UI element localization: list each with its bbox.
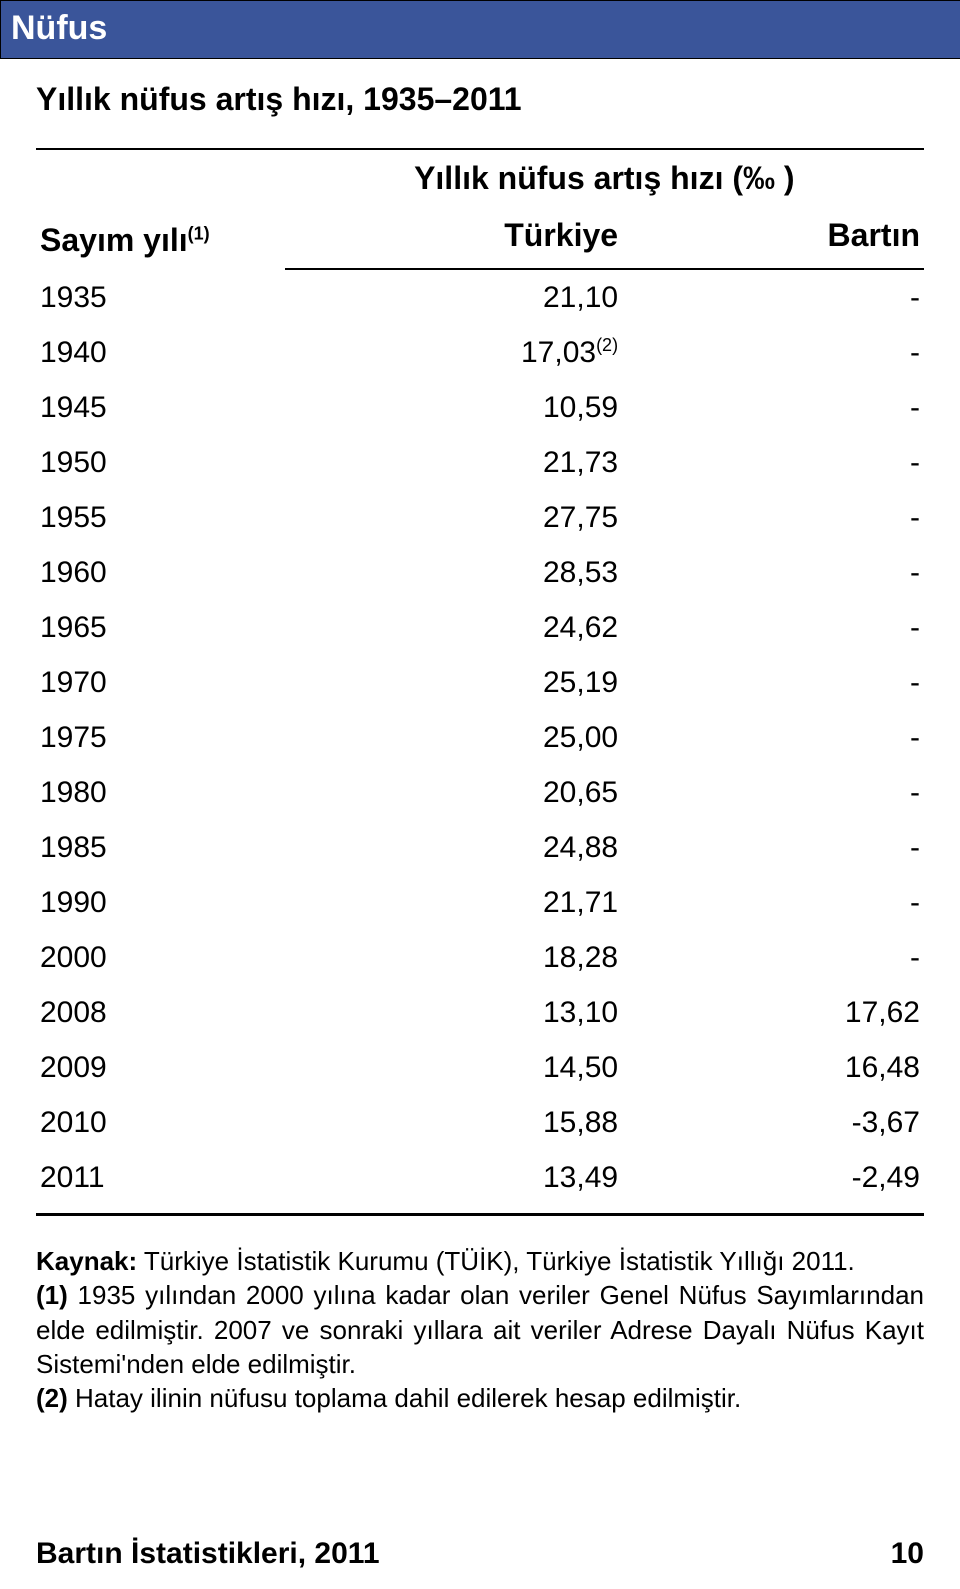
cell-year: 2000 (36, 930, 285, 985)
cell-year: 1980 (36, 765, 285, 820)
table-row: 1975 25,00 - (36, 710, 924, 765)
cell-bt: - (622, 600, 924, 655)
note2-label: (2) (36, 1383, 68, 1413)
source-text: Türkiye İstatistik Kurumu (TÜİK), Türkiy… (137, 1246, 855, 1276)
table-row: 2010 15,88 -3,67 (36, 1095, 924, 1150)
cell-tr: 10,59 (543, 391, 618, 424)
cell-bt: - (622, 930, 924, 985)
cell-bt: - (622, 875, 924, 930)
section-header: Nüfus (0, 0, 960, 59)
cell-bt: - (622, 490, 924, 545)
table-row: 1965 24,62 - (36, 600, 924, 655)
cell-tr: 25,19 (543, 666, 618, 699)
cell-year: 2008 (36, 985, 285, 1040)
table-row: 1945 10,59 - (36, 380, 924, 435)
cell-year: 2011 (36, 1150, 285, 1211)
cell-bt: - (622, 765, 924, 820)
note2-text: Hatay ilinin nüfusu toplama dahil ediler… (68, 1383, 741, 1413)
cell-year: 1990 (36, 875, 285, 930)
col-year-label: Sayım yılı (40, 222, 188, 258)
note1-label: (1) (36, 1280, 68, 1310)
cell-bt: - (622, 545, 924, 600)
cell-year: 1970 (36, 655, 285, 710)
cell-bt: - (622, 820, 924, 875)
cell-tr: 27,75 (543, 501, 618, 534)
metric-header: Yıllık nüfus artış hızı (‰ ) (285, 149, 924, 207)
cell-tr: 21,71 (543, 886, 618, 919)
table-row: 1970 25,19 - (36, 655, 924, 710)
table-row: 2008 13,10 17,62 (36, 985, 924, 1040)
table-row: 1980 20,65 - (36, 765, 924, 820)
table-title: Yıllık nüfus artış hızı, 1935–2011 (36, 81, 924, 118)
note1-text: 1935 yılından 2000 yılına kadar olan ver… (36, 1280, 924, 1379)
cell-bt: 17,62 (622, 985, 924, 1040)
cell-tr: 24,88 (543, 831, 618, 864)
cell-tr: 28,53 (543, 556, 618, 589)
table-row: 1950 21,73 - (36, 435, 924, 490)
table-row: 1935 21,10 - (36, 269, 924, 325)
col-bartin-label: Bartın (622, 207, 924, 269)
cell-year: 2009 (36, 1040, 285, 1095)
cell-year: 1975 (36, 710, 285, 765)
table-row: 1990 21,71 - (36, 875, 924, 930)
cell-year: 1965 (36, 600, 285, 655)
cell-year: 1940 (36, 325, 285, 380)
table-row: 2011 13,49 -2,49 (36, 1150, 924, 1211)
cell-bt: - (622, 435, 924, 490)
cell-bt: - (622, 325, 924, 380)
cell-bt: -2,49 (622, 1150, 924, 1211)
cell-bt: - (622, 710, 924, 765)
table-row: 1940 17,03(2) - (36, 325, 924, 380)
footer-page-number: 10 (891, 1537, 924, 1571)
cell-bt: 16,48 (622, 1040, 924, 1095)
cell-bt: - (622, 269, 924, 325)
cell-tr: 13,10 (543, 996, 618, 1029)
table-row: 1955 27,75 - (36, 490, 924, 545)
cell-bt: - (622, 655, 924, 710)
footer-left: Bartın İstatistikleri, 2011 (36, 1537, 380, 1571)
cell-year: 1985 (36, 820, 285, 875)
table-row: 1960 28,53 - (36, 545, 924, 600)
table-bottom-rule (36, 1213, 924, 1216)
source-label: Kaynak: (36, 1246, 137, 1276)
cell-year: 1955 (36, 490, 285, 545)
population-table: Sayım yılı(1) Yıllık nüfus artış hızı (‰… (36, 148, 924, 1211)
col-turkiye-label: Türkiye (285, 207, 622, 269)
table-row: 1985 24,88 - (36, 820, 924, 875)
cell-bt: -3,67 (622, 1095, 924, 1150)
cell-tr: 15,88 (543, 1106, 618, 1139)
cell-tr: 25,00 (543, 721, 618, 754)
cell-bt: - (622, 380, 924, 435)
cell-tr: 21,10 (543, 281, 618, 314)
table-row: 2000 18,28 - (36, 930, 924, 985)
cell-year: 2010 (36, 1095, 285, 1150)
cell-tr: 17,03 (521, 336, 596, 369)
cell-tr: 14,50 (543, 1051, 618, 1084)
cell-tr: 24,62 (543, 611, 618, 644)
cell-tr: 20,65 (543, 776, 618, 809)
table-row: 2009 14,50 16,48 (36, 1040, 924, 1095)
cell-year: 1935 (36, 269, 285, 325)
notes-block: Kaynak: Türkiye İstatistik Kurumu (TÜİK)… (36, 1244, 924, 1416)
cell-tr: 21,73 (543, 446, 618, 479)
col-year-sup: (1) (188, 223, 210, 243)
cell-tr-sup: (2) (596, 335, 618, 355)
cell-tr: 13,49 (543, 1161, 618, 1194)
cell-year: 1960 (36, 545, 285, 600)
cell-tr: 18,28 (543, 941, 618, 974)
cell-year: 1945 (36, 380, 285, 435)
cell-year: 1950 (36, 435, 285, 490)
